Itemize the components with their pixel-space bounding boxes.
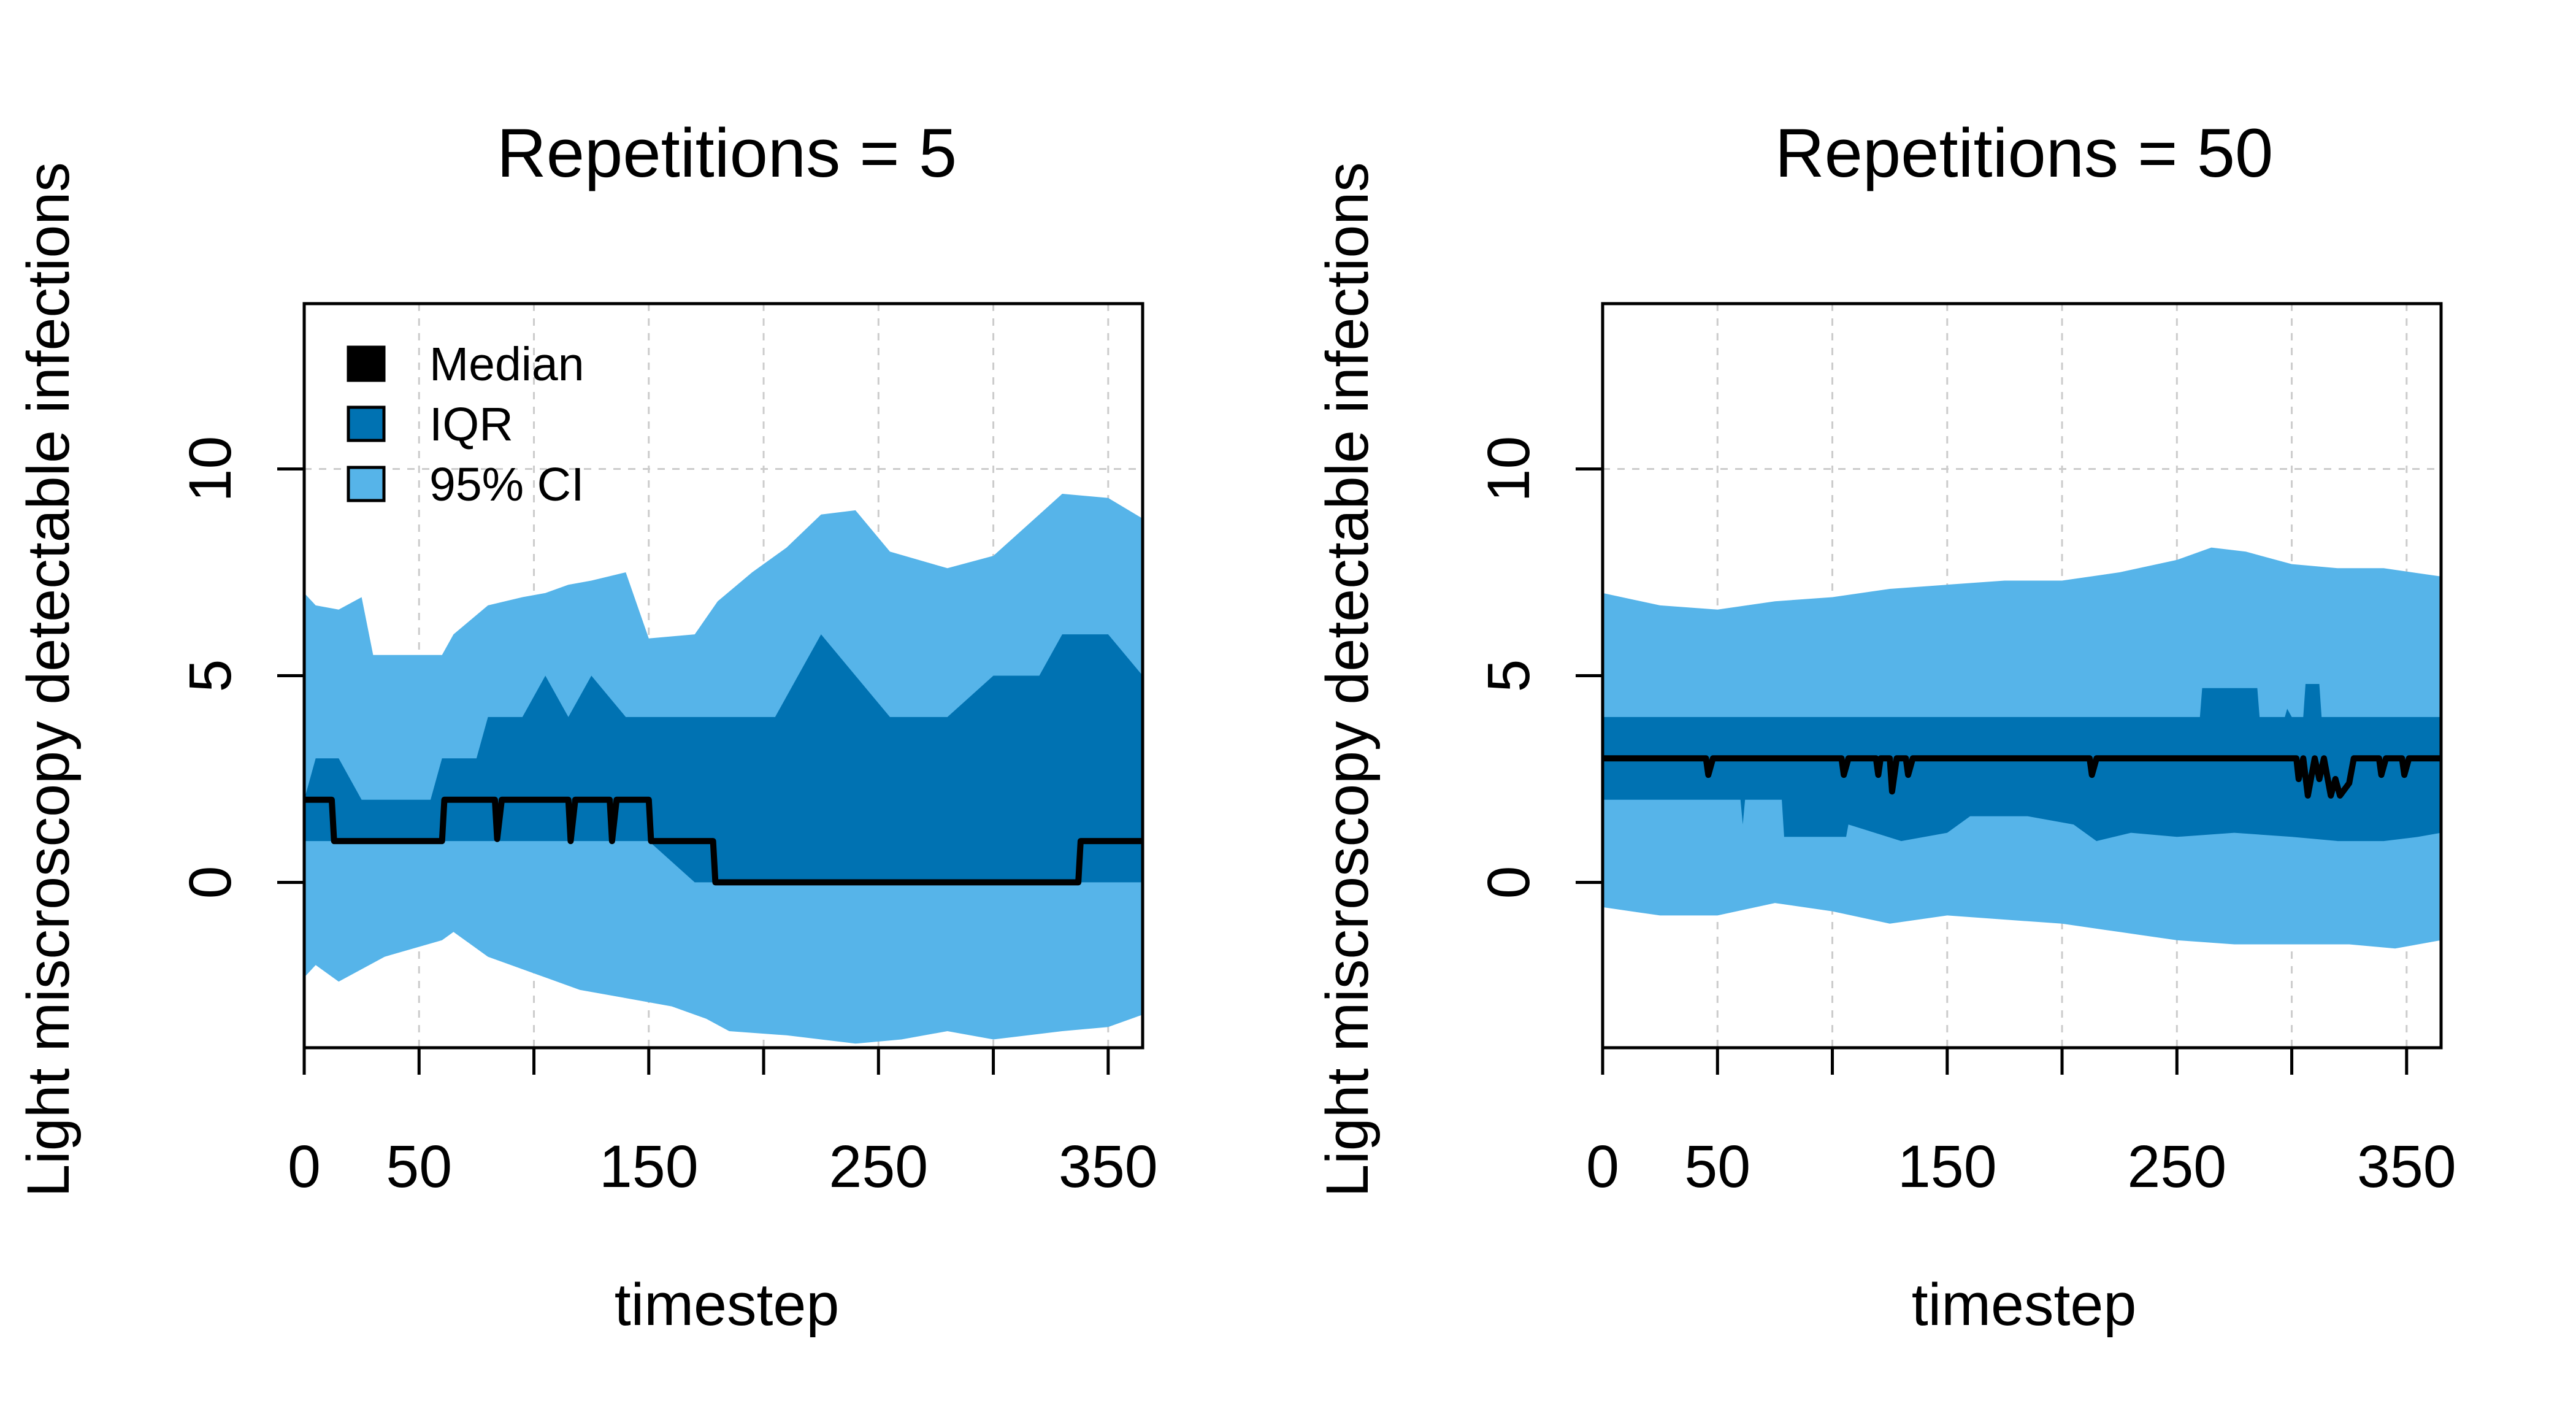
y-tick-label: 5 bbox=[177, 659, 243, 693]
legend-swatch-iqr bbox=[347, 405, 386, 442]
x-tick-label: 250 bbox=[829, 1133, 928, 1200]
median-line bbox=[1603, 755, 2441, 799]
legend-label-median: Median bbox=[429, 338, 585, 391]
y-axis-label: Light miscroscopy detectable infections bbox=[1314, 162, 1381, 1197]
chart-panel-left: Repetitions = 5 0 50 150 250 350 0 5 10 timeste… bbox=[15, 115, 1158, 1338]
median-line bbox=[304, 796, 1143, 886]
x-tick-label: 350 bbox=[2357, 1133, 2456, 1200]
legend: Median IQR 95% CI bbox=[347, 338, 585, 511]
plot-area: 0 50 150 250 350 0 5 10 bbox=[177, 302, 1158, 1200]
legend-swatch-median bbox=[347, 345, 386, 382]
x-tick-label: 50 bbox=[1684, 1133, 1750, 1200]
y-tick-label: 10 bbox=[177, 436, 243, 502]
y-tick-label: 0 bbox=[177, 866, 243, 899]
y-tick-label: 10 bbox=[1475, 436, 1542, 502]
x-tick-label: 250 bbox=[2127, 1133, 2226, 1200]
iqr-band bbox=[304, 634, 1143, 883]
x-tick-label: 150 bbox=[599, 1133, 699, 1200]
chart-panel-right: Repetitions = 50 0 50 150 250 350 0 5 10 timest… bbox=[1314, 115, 2456, 1338]
x-tick-label: 0 bbox=[288, 1133, 321, 1200]
chart-title: Repetitions = 50 bbox=[1775, 115, 2274, 191]
legend-swatch-ci95 bbox=[347, 466, 386, 502]
x-axis-label: timestep bbox=[1912, 1271, 2137, 1338]
iqr-band bbox=[1603, 684, 2441, 842]
legend-label-iqr: IQR bbox=[429, 398, 513, 451]
x-tick-label: 150 bbox=[1898, 1133, 1997, 1200]
plot-area: 0 50 150 250 350 0 5 10 bbox=[1475, 302, 2456, 1200]
y-tick-label: 0 bbox=[1475, 866, 1542, 899]
y-axis-label: Light miscroscopy detectable infections bbox=[15, 162, 82, 1197]
x-tick-label: 350 bbox=[1059, 1133, 1158, 1200]
x-tick-label: 0 bbox=[1586, 1133, 1619, 1200]
chart-title: Repetitions = 5 bbox=[497, 115, 957, 191]
legend-label-ci95: 95% CI bbox=[429, 458, 585, 511]
x-tick-label: 50 bbox=[386, 1133, 452, 1200]
x-axis-label: timestep bbox=[615, 1271, 840, 1338]
y-tick-label: 5 bbox=[1475, 659, 1542, 693]
